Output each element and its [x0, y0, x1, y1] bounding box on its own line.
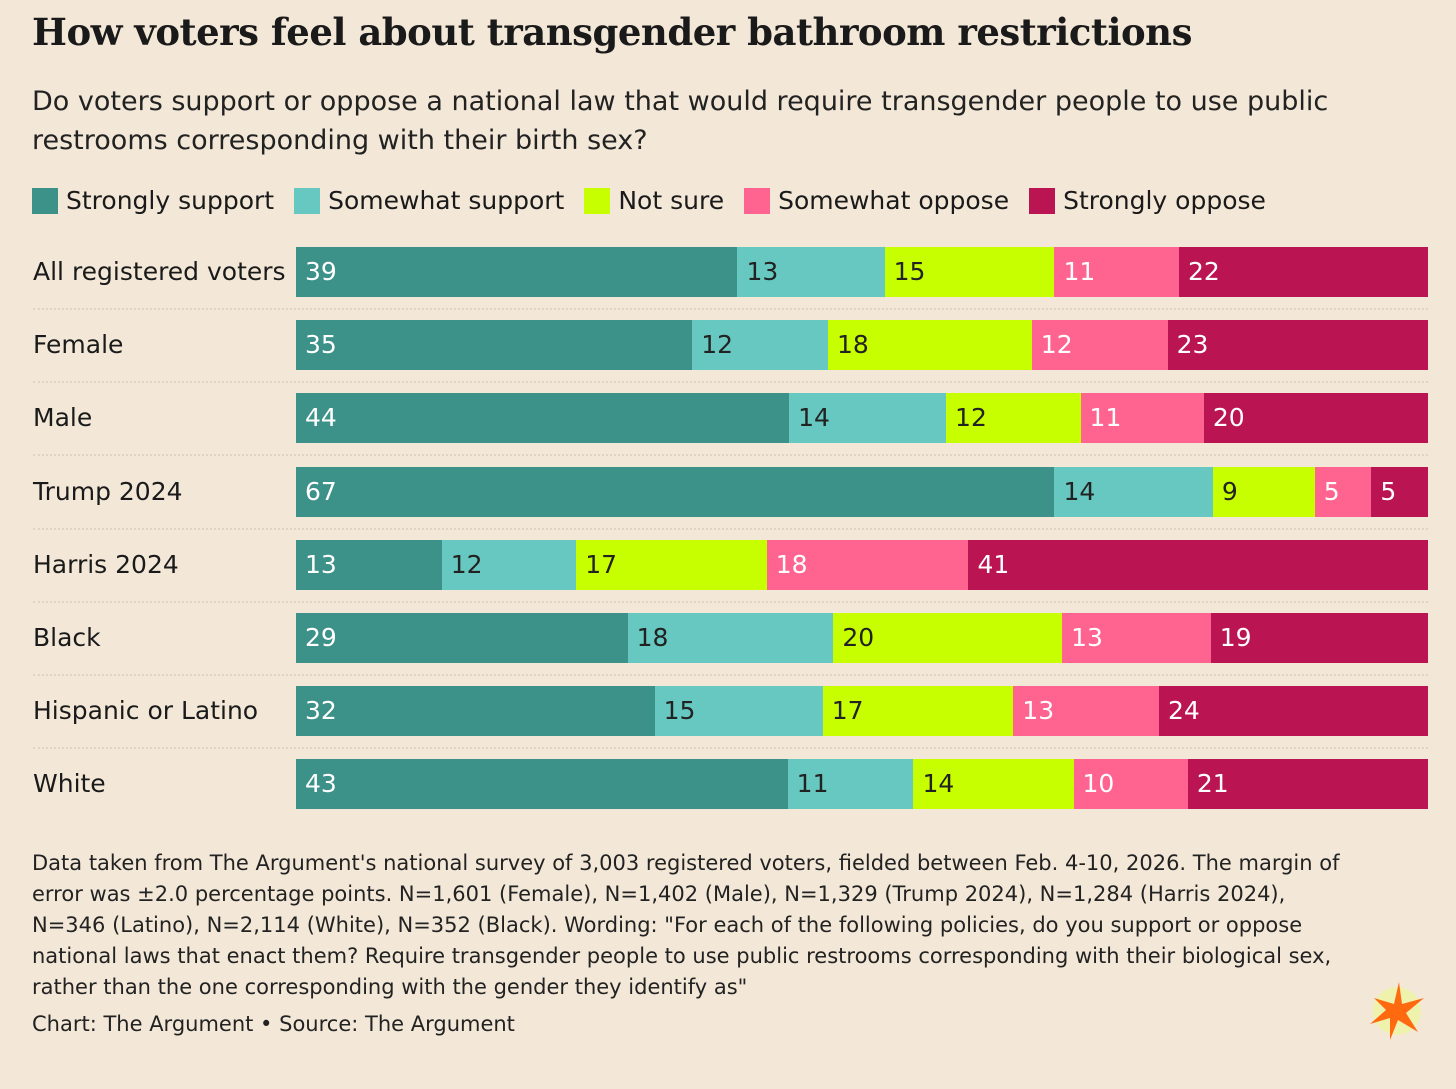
bar-segment: 5 — [1371, 466, 1428, 517]
bar-segment: 11 — [1054, 247, 1179, 297]
bar-segment: 14 — [1054, 466, 1213, 517]
category-label: All registered voters — [33, 257, 286, 286]
bar-segment: 5 — [1314, 466, 1372, 517]
bar-segment: 17 — [822, 686, 1014, 737]
category-label: Harris 2024 — [33, 549, 179, 579]
bar-segment: 12 — [1031, 320, 1168, 371]
bar-segment: 10 — [1073, 759, 1188, 810]
legend-swatch — [1029, 187, 1056, 214]
legend-label: Strongly support — [66, 186, 275, 215]
bar-segment: 18 — [828, 320, 1032, 371]
bar-segment: 43 — [296, 759, 788, 810]
legend-item: Strongly support — [32, 186, 274, 215]
bar-segment: 67 — [296, 466, 1055, 517]
row-divider — [33, 381, 1428, 384]
bar-segment: 14 — [789, 393, 947, 444]
legend-label: Somewhat oppose — [778, 186, 1010, 215]
category-label: Trump 2024 — [33, 476, 183, 506]
bar-segment: 13 — [296, 539, 442, 590]
bar-segment: 13 — [1013, 686, 1159, 737]
bar-segment: 12 — [946, 393, 1081, 444]
bar-segment: 23 — [1167, 320, 1428, 371]
legend-label: Strongly oppose — [1063, 186, 1266, 215]
category-label: White — [33, 769, 106, 799]
bar-segment: 11 — [1080, 393, 1204, 444]
starburst-icon — [1366, 980, 1428, 1046]
bar-segment: 35 — [296, 320, 693, 371]
category-label: Male — [33, 403, 93, 433]
bar-segment: 22 — [1178, 247, 1428, 297]
bar-segment: 12 — [441, 539, 577, 590]
chart-title: How voters feel about transgender bathro… — [32, 10, 1192, 54]
bar-segment: 19 — [1210, 613, 1428, 663]
bar-segment: 44 — [296, 393, 790, 444]
chart-credit: Chart: The Argument • Source: The Argume… — [32, 1012, 515, 1036]
legend-swatch — [744, 187, 771, 214]
bar-segment: 20 — [1203, 393, 1428, 444]
legend-item: Strongly oppose — [1029, 186, 1266, 215]
bar-segment: 18 — [627, 613, 834, 663]
bar-segment: 13 — [1062, 613, 1211, 663]
bar-segment: 24 — [1159, 686, 1428, 737]
row-divider — [33, 527, 1428, 530]
bar-segment: 41 — [968, 539, 1428, 590]
bar-segment: 39 — [296, 247, 738, 297]
bar-segment: 15 — [884, 247, 1055, 297]
bar-segment: 12 — [692, 320, 829, 371]
legend: Strongly support Somewhat support Not sure… — [32, 186, 1266, 215]
row-divider — [33, 454, 1428, 457]
bar-segment: 29 — [296, 613, 628, 663]
bar-segment: 11 — [787, 759, 914, 810]
category-label: Hispanic or Latino — [33, 696, 259, 726]
row-divider — [33, 600, 1428, 603]
bar-segment: 32 — [296, 686, 655, 737]
row-divider — [33, 674, 1428, 676]
bar-segment: 20 — [833, 613, 1063, 663]
category-label: Black — [33, 623, 101, 652]
bar-segment: 18 — [766, 539, 969, 590]
legend-label: Somewhat support — [328, 186, 565, 215]
bar-segment: 9 — [1212, 466, 1315, 517]
legend-swatch — [294, 187, 321, 214]
legend-swatch — [32, 187, 58, 214]
legend-label: Not sure — [618, 186, 725, 215]
bar-segment: 14 — [913, 759, 1074, 810]
bar-segment: 15 — [654, 686, 823, 737]
bar-segment: 17 — [576, 539, 767, 590]
legend-item: Somewhat oppose — [744, 186, 1009, 215]
chart-notes: Data taken from The Argument's national … — [32, 851, 1340, 999]
legend-item: Somewhat support — [294, 186, 564, 215]
bar-segment: 13 — [737, 247, 885, 297]
legend-item: Not sure — [584, 186, 724, 215]
bar-segment: 21 — [1187, 759, 1428, 810]
row-divider — [33, 308, 1428, 310]
category-label: Female — [33, 330, 124, 360]
chart-subtitle: Do voters support or oppose a national l… — [32, 86, 1329, 156]
row-divider — [33, 747, 1428, 750]
legend-swatch — [584, 187, 611, 214]
